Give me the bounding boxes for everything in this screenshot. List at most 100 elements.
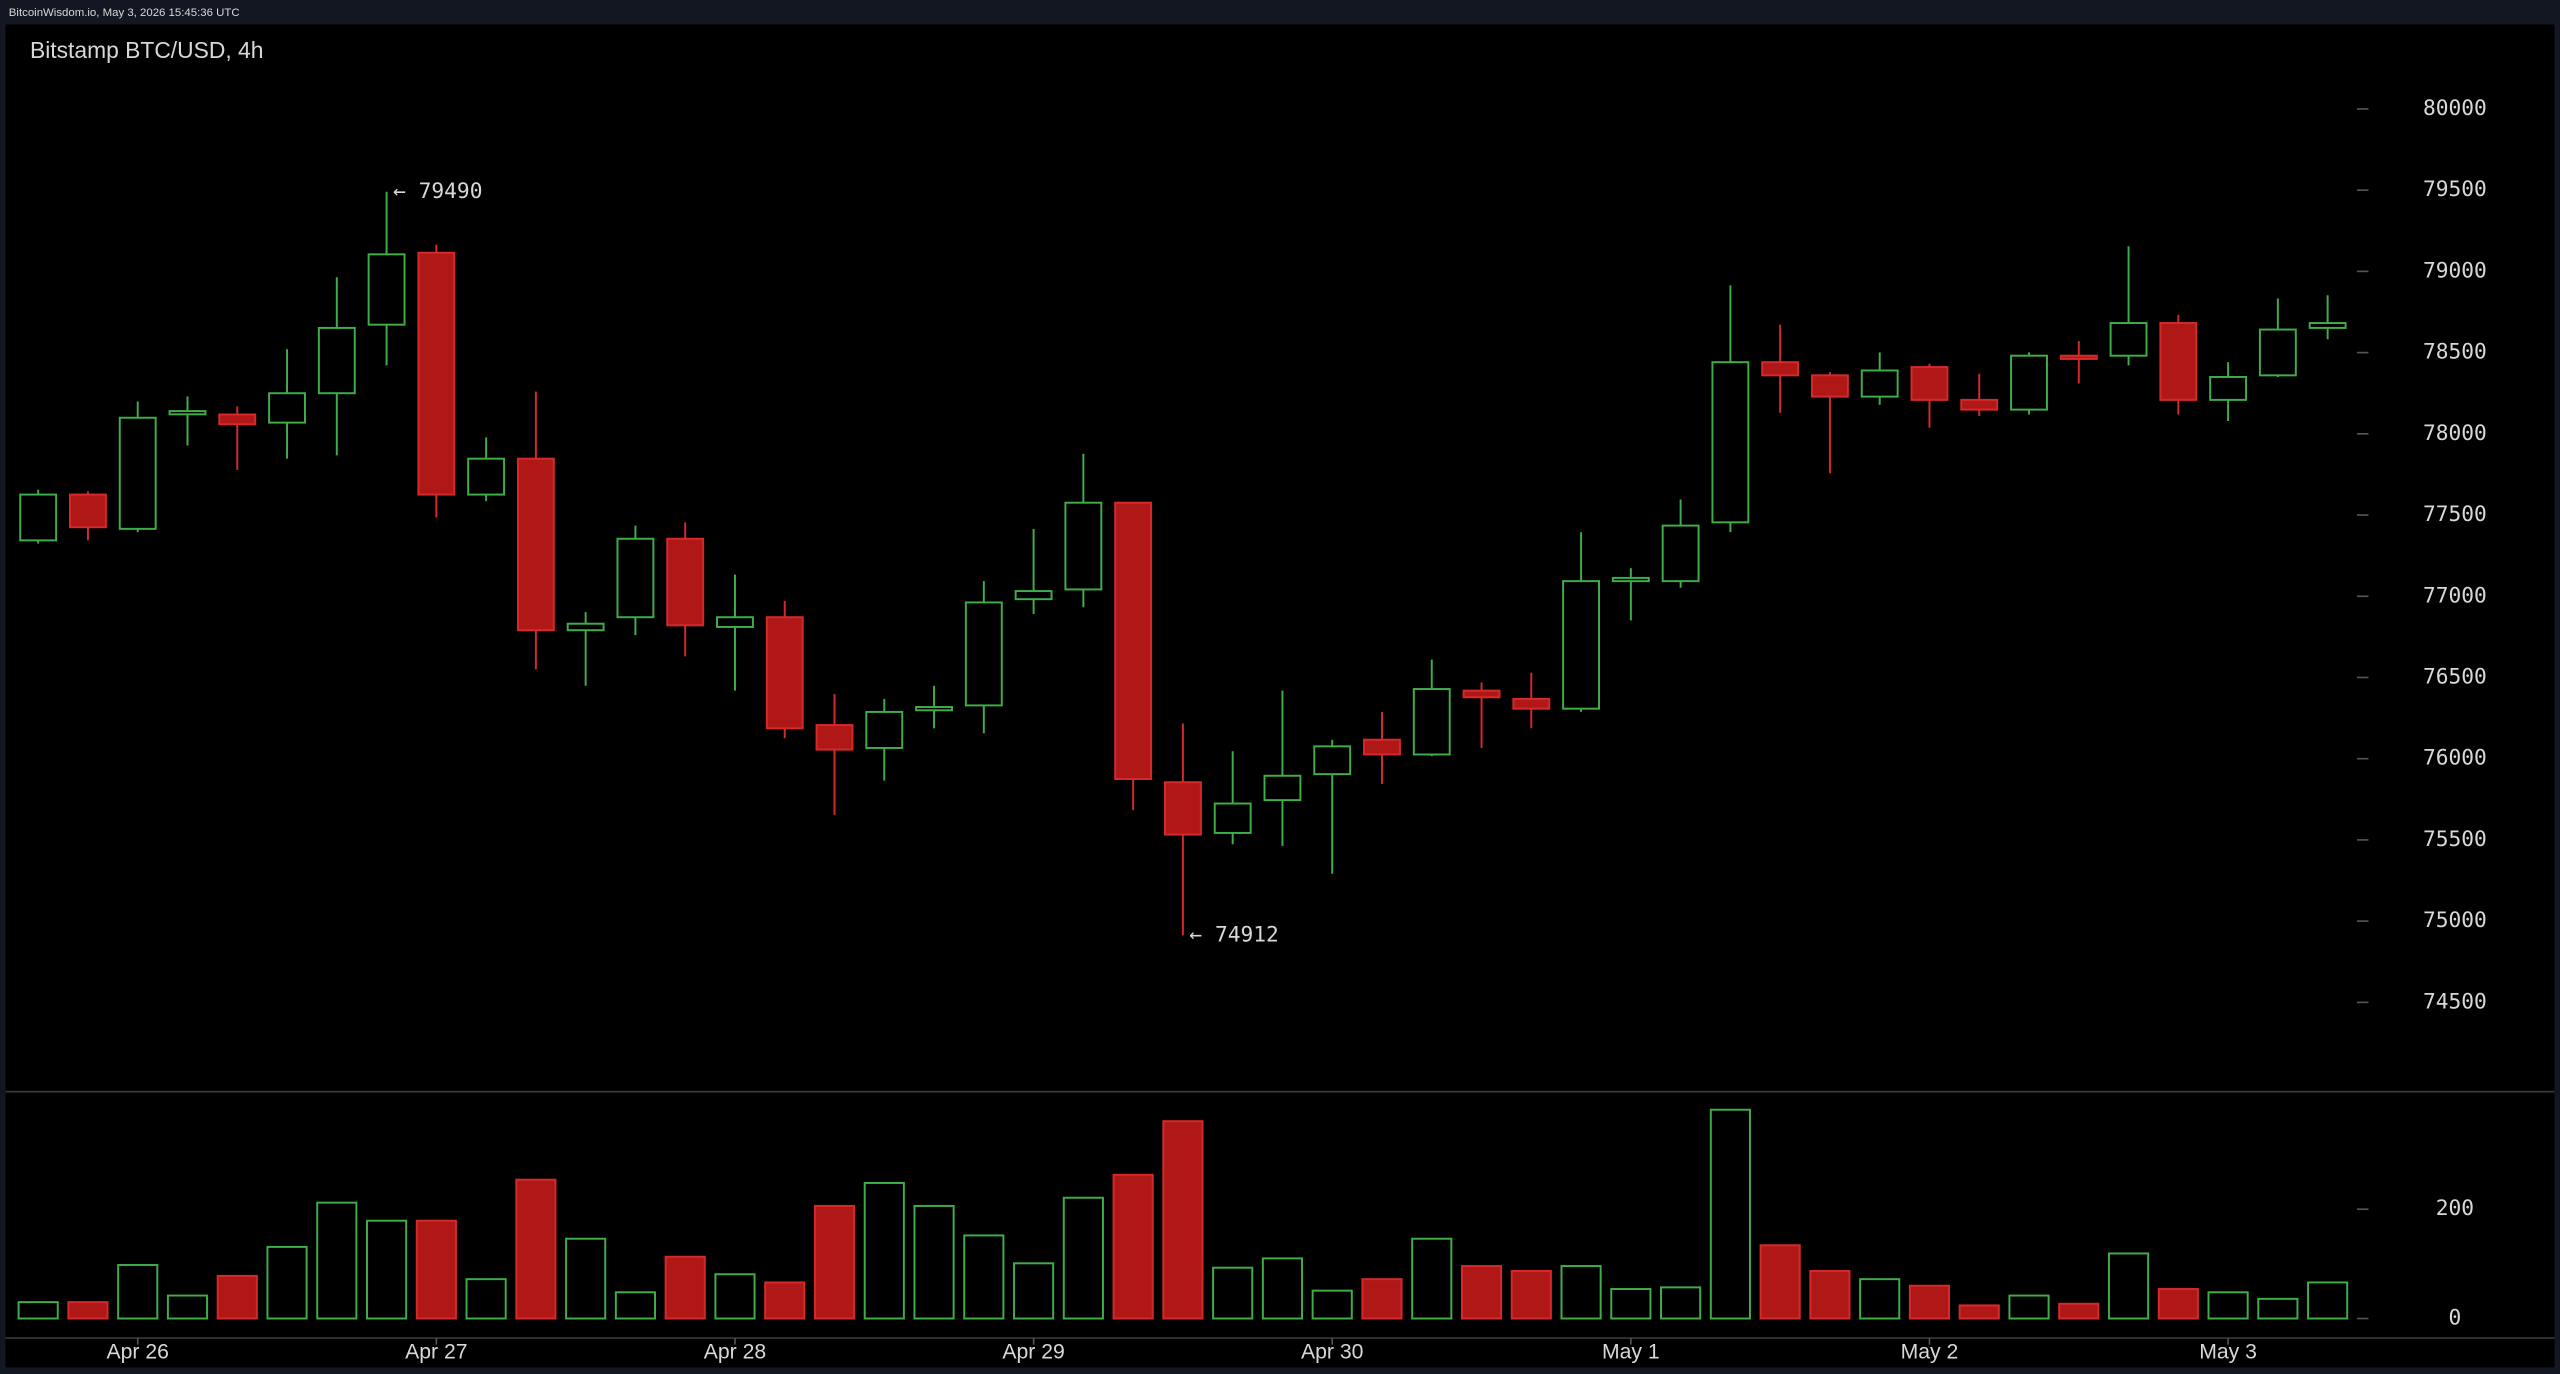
volume-bar	[565, 1237, 607, 1320]
y-tick-label: 75500	[2423, 827, 2487, 852]
volume-bar	[1460, 1265, 1503, 1320]
candle-body	[2109, 322, 2148, 357]
candle-body	[19, 493, 58, 542]
extreme-annotation: ← 79490	[393, 179, 482, 204]
candle-body	[367, 253, 406, 326]
volume-bar	[1660, 1286, 1702, 1320]
volume-bar	[813, 1204, 856, 1320]
volume-bar	[1162, 1120, 1204, 1320]
volume-bar	[1908, 1284, 1951, 1320]
candle-body	[1512, 697, 1551, 710]
y-tick-label: 77000	[2423, 583, 2487, 608]
volume-bar	[863, 1181, 905, 1320]
volume-bar	[17, 1301, 59, 1320]
x-tick-label: May 1	[1602, 1340, 1660, 1363]
y-tick-label: 200	[2436, 1196, 2474, 1221]
candle-body	[1611, 576, 1650, 583]
volume-bar	[117, 1263, 159, 1320]
volume-bar	[1212, 1266, 1254, 1320]
y-tick-label: 78500	[2423, 340, 2487, 365]
candle-body	[1213, 802, 1252, 834]
candle-body	[1711, 361, 1750, 524]
y-tick-label: 74500	[2423, 989, 2487, 1014]
volume-bar	[415, 1219, 457, 1320]
volume-bar	[1311, 1289, 1353, 1320]
candle-body	[1860, 369, 1899, 398]
volume-bar	[1112, 1173, 1154, 1320]
volume-bar	[1062, 1196, 1104, 1320]
y-tick-label: 78000	[2423, 421, 2487, 446]
candle-body	[2010, 354, 2048, 411]
candle-body	[417, 251, 456, 496]
candle-body	[69, 493, 107, 529]
candle-body	[915, 706, 953, 712]
volume-bar	[2257, 1297, 2299, 1320]
volume-bar	[614, 1291, 656, 1320]
candle-body	[964, 601, 1003, 707]
x-tick-label: Apr 29	[1002, 1340, 1064, 1363]
y-tick-label: 75000	[2423, 908, 2487, 933]
volume-bar	[1013, 1262, 1055, 1320]
x-tick-label: Apr 27	[405, 1340, 467, 1363]
candle-body	[467, 457, 506, 496]
volume-bar	[1560, 1265, 1602, 1320]
volume-bar	[714, 1273, 756, 1320]
candle-body	[2159, 322, 2198, 401]
candle-body	[1064, 501, 1103, 591]
candle-body	[516, 457, 555, 632]
volume-bar	[1709, 1108, 1751, 1320]
candle-body	[1163, 781, 1202, 836]
volume-bar	[963, 1234, 1005, 1320]
candle-body	[268, 392, 306, 424]
candle-body	[815, 724, 854, 751]
volume-bar	[515, 1178, 557, 1320]
candle-body	[616, 537, 655, 619]
candle-body	[1313, 745, 1352, 776]
candle-body	[666, 537, 705, 627]
x-tick-label: Apr 30	[1301, 1340, 1363, 1363]
volume-bar	[465, 1278, 507, 1320]
candle-body	[1462, 689, 1501, 699]
chart-title: Bitstamp BTC/USD, 4h	[30, 37, 263, 63]
candle-body	[1014, 590, 1053, 601]
candle-body	[1960, 398, 1999, 411]
y-tick-label: 77500	[2423, 502, 2487, 527]
extreme-annotation: ← 74912	[1189, 922, 1278, 947]
volume-bar	[1759, 1244, 1801, 1320]
candle-body	[1810, 374, 1849, 398]
candle-body	[118, 416, 157, 530]
volume-bar	[2107, 1252, 2150, 1320]
volume-bar	[2008, 1294, 2050, 1320]
volume-bar	[316, 1201, 358, 1320]
candle-body	[1562, 580, 1601, 710]
candle-body	[716, 616, 754, 628]
candle-body	[168, 410, 207, 416]
y-tick-label: 79000	[2423, 258, 2487, 283]
volume-bar	[2058, 1302, 2100, 1320]
x-tick-label: May 3	[2199, 1340, 2257, 1363]
candle-body	[1661, 524, 1700, 583]
volume-bar	[1411, 1237, 1453, 1320]
y-tick-label: 80000	[2423, 96, 2487, 121]
volume-bar	[1610, 1288, 1652, 1320]
candle-body	[566, 622, 605, 632]
volume-bar	[216, 1274, 258, 1320]
x-tick-label: Apr 28	[704, 1340, 766, 1363]
candle-body	[1910, 366, 1949, 401]
volume-bar	[1261, 1257, 1304, 1320]
candle-body	[218, 413, 257, 426]
volume-bar	[2307, 1281, 2349, 1320]
volume-bar	[2207, 1291, 2249, 1320]
volume-bar	[664, 1255, 706, 1320]
candle-body	[2308, 322, 2347, 329]
y-tick-label: 76500	[2423, 664, 2487, 689]
candle-body	[2059, 354, 2098, 360]
volume-bar	[1809, 1269, 1851, 1320]
candle-body	[2258, 328, 2297, 377]
volume-bar	[266, 1245, 308, 1320]
candle-body	[1363, 738, 1401, 756]
y-tick-label: 76000	[2423, 746, 2487, 771]
candle-body	[1761, 361, 1800, 377]
volume-bar	[1361, 1278, 1403, 1320]
